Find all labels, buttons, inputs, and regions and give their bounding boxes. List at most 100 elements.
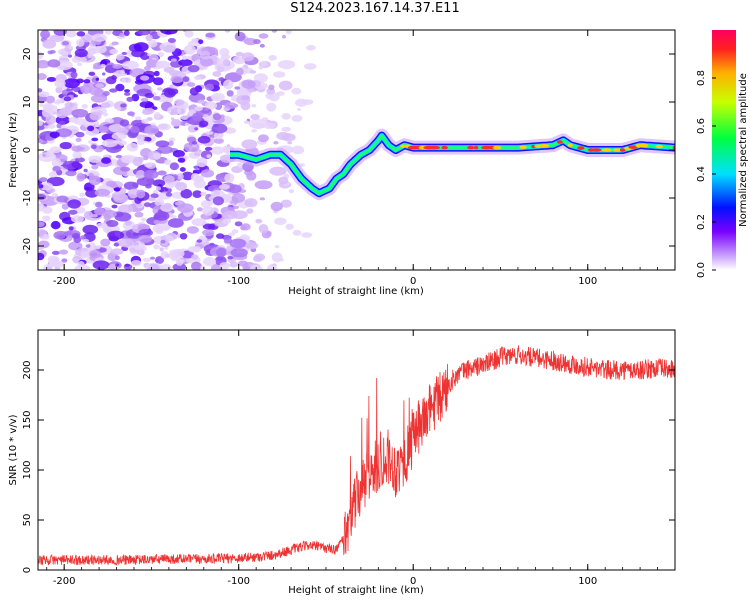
spectrogram-noise-blob xyxy=(59,141,72,150)
spectrogram-noise-blob xyxy=(172,150,185,158)
spectrogram-noise-blob xyxy=(167,218,184,228)
snr-ytick-label: 200 xyxy=(22,360,33,379)
spectrogram-noise-blob xyxy=(145,183,152,189)
spectrogram-noise-blob xyxy=(163,175,175,184)
spectrogram-noise-blob xyxy=(236,67,244,76)
colorbar-tick-label: 0.4 xyxy=(696,166,707,182)
spectrogram-noise-blob xyxy=(42,215,51,222)
spectrogram-noise-blob xyxy=(216,57,230,68)
spectrogram-noise-blob xyxy=(89,111,102,121)
spectrogram-noise-blob xyxy=(270,201,283,212)
spectrogram-noise-blob xyxy=(291,114,303,122)
colorbar-tick-label: 0.2 xyxy=(696,214,707,230)
spectrogram-noise-blob xyxy=(169,162,180,171)
spectrogram-noise-blob xyxy=(231,229,239,234)
spectrogram-noise-blob xyxy=(89,175,101,186)
spectrogram-noise-blob xyxy=(65,170,77,177)
figure-title: S124.2023.167.14.37.E11 xyxy=(290,1,460,16)
spectrogram-noise-blob xyxy=(292,229,302,236)
spectrogram-noise-blob xyxy=(174,99,185,106)
spectrogram-noise-blob xyxy=(204,101,218,110)
spectrogram-noise-blob xyxy=(83,168,88,173)
ridge-hotspot xyxy=(619,148,626,152)
spectrogram-noise-blob xyxy=(180,115,189,120)
spectrogram-noise-blob xyxy=(197,99,205,104)
spectrogram-noise-blob xyxy=(294,98,308,107)
spectrogram-noise-blob xyxy=(135,169,146,179)
spectrogram-noise-blob xyxy=(196,207,203,212)
ridge-hotspot xyxy=(672,145,675,150)
spectrogram-noise-blob xyxy=(142,136,152,142)
spectrogram-noise-blob xyxy=(121,78,126,83)
spectrogram-noise-blob xyxy=(219,48,230,57)
colorbar-gradient xyxy=(712,30,736,270)
spectrogram-noise-blob xyxy=(170,75,184,84)
spectrogram-noise-blob xyxy=(184,122,190,127)
spectrogram-noise-blob xyxy=(157,123,171,131)
spectrogram-noise-blob xyxy=(124,263,130,267)
spectrogram-noise-blob xyxy=(45,134,51,140)
spectrogram-noise-blob xyxy=(224,72,242,83)
spectrogram-noise-blob xyxy=(67,199,81,209)
spectrogram-noise-blob xyxy=(222,211,238,220)
spectrogram-noise-blob xyxy=(142,257,151,263)
spectrogram-noise-blob xyxy=(224,102,238,109)
spectrogram-noise-blob xyxy=(38,139,44,144)
spectrogram-noise-blob xyxy=(120,166,131,172)
spectrogram-noise-blob xyxy=(120,103,127,108)
spectrogram-noise-blob xyxy=(90,94,108,103)
spectrogram-noise-blob xyxy=(138,30,151,36)
spectrogram-xtick-label: 100 xyxy=(578,276,597,287)
spectrogram-noise-blob xyxy=(157,145,174,155)
spectrogram-noise-blob xyxy=(191,254,199,260)
spectrogram-noise-blob xyxy=(111,132,127,141)
snr-xlabel: Height of straight line (km) xyxy=(288,585,424,596)
spectrogram-noise-blob xyxy=(164,159,172,166)
spectrogram-noise-blob xyxy=(123,30,130,36)
spectrogram-noise-blob xyxy=(249,70,257,74)
spectrogram-noise-blob xyxy=(160,251,169,259)
spectrogram-noise-blob xyxy=(184,30,194,38)
spectrogram-noise-blob xyxy=(143,169,159,179)
spectrogram-noise-blob xyxy=(258,223,269,234)
spectrogram-noise-blob xyxy=(38,73,47,80)
spectrogram-noise-blob xyxy=(71,145,83,152)
spectrogram-noise-blob xyxy=(194,106,203,112)
spectrogram-noise-blob xyxy=(200,169,215,178)
spectrogram-ylabel: Frequency (Hz) xyxy=(8,112,19,188)
spectrogram-noise-blob xyxy=(47,59,61,68)
spectrogram-noise-blob xyxy=(38,177,48,183)
spectrogram-noise-blob xyxy=(146,59,158,68)
spectrogram-noise-blob xyxy=(80,250,93,258)
spectrogram-noise-blob xyxy=(271,30,278,33)
spectrogram-noise-blob xyxy=(115,263,120,267)
spectrogram-noise-blob xyxy=(73,118,87,126)
spectrogram-noise-blob xyxy=(136,189,146,199)
ridge-hotspot xyxy=(638,143,649,148)
spectrogram-noise-blob xyxy=(255,218,263,224)
spectrogram-noise-blob xyxy=(159,247,164,252)
spectrogram-noise-blob xyxy=(144,125,159,135)
spectrogram-noise-blob xyxy=(252,122,265,129)
spectrogram-noise-blob xyxy=(123,181,139,191)
spectrogram-noise-blob xyxy=(91,164,99,170)
spectrogram-noise-blob xyxy=(160,239,166,244)
spectrogram-noise-blob xyxy=(88,155,102,163)
spectrogram-noise-blob xyxy=(103,112,109,117)
spectrogram-noise-blob xyxy=(191,38,199,43)
spectrogram-noise-blob xyxy=(47,255,60,264)
snr-ytick-label: 0 xyxy=(22,567,33,573)
spectrogram-noise-blob xyxy=(87,125,95,132)
spectrogram-noise-blob xyxy=(152,95,161,101)
spectrogram-noise-blob xyxy=(79,192,86,197)
spectrogram-noise-blob xyxy=(234,221,243,227)
spectrogram-noise-blob xyxy=(95,201,103,208)
ridge-hotspot xyxy=(519,145,527,150)
spectrogram-noise-blob xyxy=(192,190,203,198)
spectrogram-noise-blob xyxy=(200,57,214,67)
snr-panel: -200 -100 0 100 0 50 100 150 200 Height of strai… xyxy=(8,329,676,596)
spectrogram-noise-blob xyxy=(210,92,225,102)
spectrogram-noise-blob xyxy=(82,238,90,243)
spectrogram-noise-blob xyxy=(103,214,112,221)
spectrogram-noise-blob xyxy=(191,141,198,145)
